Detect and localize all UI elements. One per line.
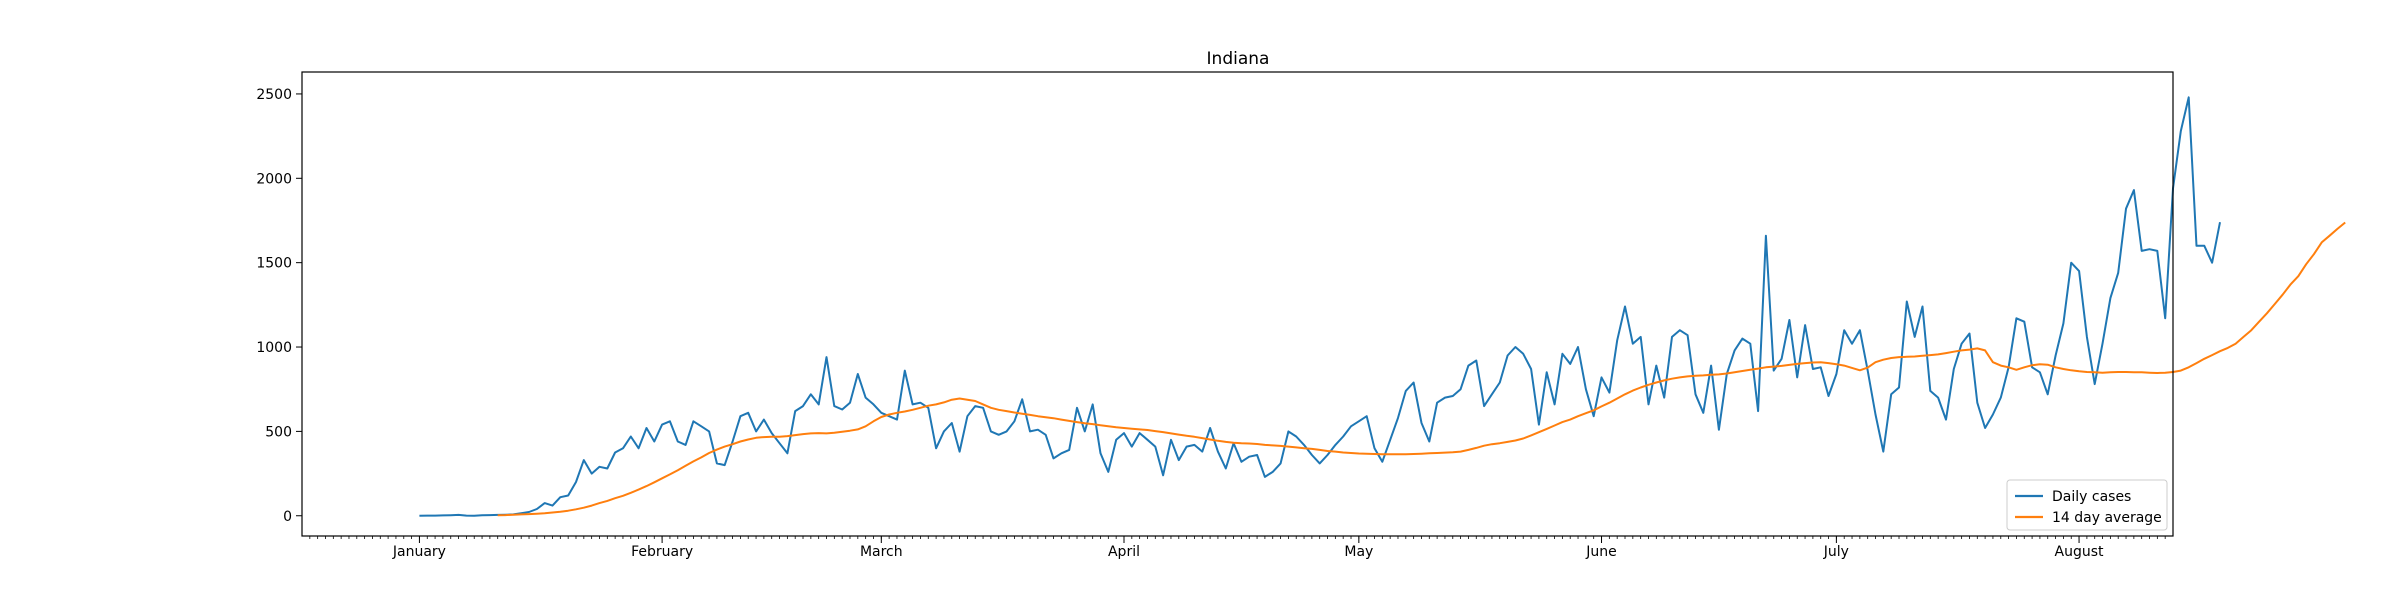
y-tick-label: 2500 (256, 87, 292, 103)
x-tick-label: March (860, 544, 903, 560)
x-tick-label: January (392, 544, 446, 560)
x-tick-label: April (1108, 544, 1140, 560)
legend: Daily cases 14 day average (2006, 479, 2168, 531)
y-tick-label: 500 (265, 424, 292, 440)
plot-frame (301, 71, 2174, 537)
x-axis: January February March April May June July Augu… (309, 536, 2166, 560)
plot-area (419, 96, 2346, 517)
series-line-14-day-average (497, 221, 2346, 517)
chart-title: Indiana (1207, 49, 1270, 69)
x-tick-label: July (1823, 544, 1849, 560)
x-tick-label: February (631, 544, 693, 560)
legend-label-daily-cases: Daily cases (2052, 489, 2131, 505)
y-tick-label: 1000 (256, 340, 292, 356)
series-line-daily-cases (419, 96, 2221, 517)
y-tick-label: 0 (283, 509, 292, 525)
y-axis: 0 500 1000 1500 2000 2500 (256, 87, 302, 525)
y-tick-label: 2000 (256, 171, 292, 187)
y-tick-label: 1500 (256, 256, 292, 272)
x-tick-label: May (1344, 544, 1373, 560)
x-tick-label: June (1585, 544, 1617, 560)
legend-label-14-day-average: 14 day average (2052, 510, 2162, 526)
legend-box (2006, 479, 2168, 531)
x-tick-label: August (2055, 544, 2105, 560)
